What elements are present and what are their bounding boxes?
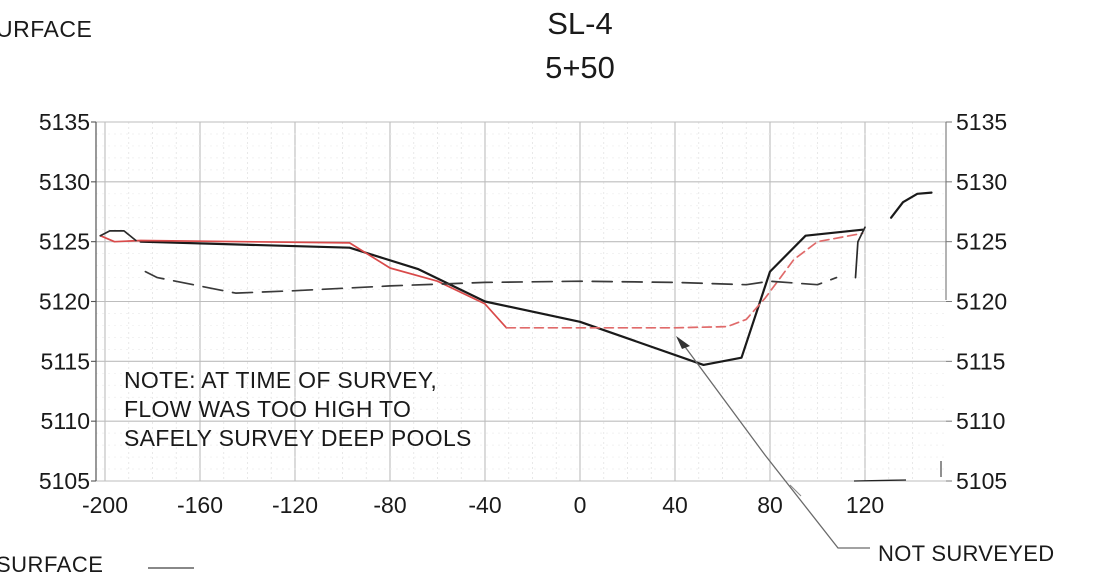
legend-swatch <box>148 567 194 569</box>
y-tick-label-right: 5135 <box>956 109 1007 135</box>
y-tick-label-right: 5105 <box>956 468 1007 494</box>
legend-label-bottom-left: SURFACE <box>0 552 104 577</box>
x-tick-label: -200 <box>82 492 128 518</box>
series-line-3 <box>144 270 838 294</box>
chart-series <box>99 191 933 366</box>
note-line: SAFELY SURVEY DEEP POOLS <box>124 425 472 451</box>
y-tick-labels-left: 5105 5110 5115 5120 5125 5130 5135 <box>39 109 96 494</box>
y-tick-label-left: 5120 <box>39 289 90 315</box>
y-tick-label-left: 5115 <box>41 348 90 374</box>
x-tick-label: 0 <box>574 492 587 518</box>
series-line-4 <box>99 230 137 242</box>
y-tick-label-left: 5135 <box>39 109 90 135</box>
y-tick-label-right: 5125 <box>956 229 1007 255</box>
chart-title: SL-4 <box>547 6 613 41</box>
y-tick-label-left: 5110 <box>41 408 90 434</box>
x-tick-label: 120 <box>846 492 884 518</box>
x-tick-label: 80 <box>757 492 783 518</box>
y-tick-label-right: 5120 <box>956 289 1007 315</box>
x-tick-label: 40 <box>662 492 688 518</box>
series-line-2 <box>505 232 864 329</box>
x-tick-label: -120 <box>272 492 318 518</box>
y-tick-label-right: 5130 <box>956 169 1007 195</box>
x-tick-label: -160 <box>177 492 223 518</box>
not-surveyed-callout <box>676 336 942 549</box>
callout-arrowhead <box>676 336 690 349</box>
survey-note: NOTE: AT TIME OF SURVEY, FLOW WAS TOO HI… <box>124 366 472 453</box>
callout-tick-mark <box>789 484 802 497</box>
callout-leader-line <box>679 339 870 549</box>
y-tick-label-left: 5125 <box>39 229 90 255</box>
x-tick-label: -40 <box>468 492 501 518</box>
note-line: NOTE: AT TIME OF SURVEY, <box>124 367 438 393</box>
y-tick-label-right: 5115 <box>956 348 1005 374</box>
section-label-top-left: URFACE <box>0 16 93 42</box>
chart-grid <box>96 121 946 482</box>
series-line-6 <box>889 191 933 219</box>
note-line: FLOW WAS TOO HIGH TO <box>124 396 412 422</box>
series-line-5 <box>854 226 866 279</box>
y-tick-label-left: 5105 <box>39 468 90 494</box>
x-tick-label: -80 <box>373 492 406 518</box>
chart-subtitle: 5+50 <box>545 50 615 85</box>
x-tick-labels: -200 -160 -120 -80 -40 0 40 80 120 <box>82 492 884 518</box>
right-edge-mark <box>853 479 907 482</box>
y-tick-label-right: 5110 <box>956 408 1005 434</box>
not-surveyed-label: NOT SURVEYED <box>878 541 1055 566</box>
y-tick-label-left: 5130 <box>39 169 90 195</box>
series-line-0 <box>139 228 864 366</box>
series-line-1 <box>99 234 508 329</box>
y-tick-labels-right: 5105 5110 5115 5120 5125 5130 5135 <box>946 109 1007 494</box>
